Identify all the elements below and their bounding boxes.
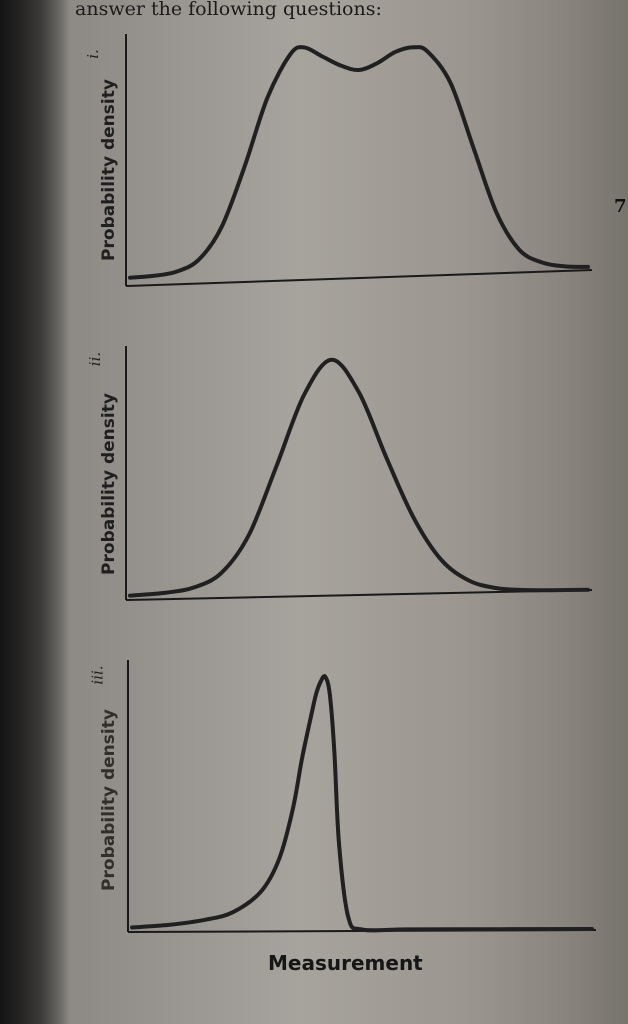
question-header-text: answer the following questions:: [75, 0, 382, 20]
x-axis-ii: [125, 589, 593, 601]
x-axis-label: Measurement: [268, 951, 423, 975]
density-curve-iii: [130, 674, 594, 933]
chart-plot-ii: [125, 346, 593, 601]
chart-plot-iii: [127, 660, 597, 933]
margin-question-number: 7: [614, 196, 627, 217]
density-curve-ii: [128, 357, 590, 598]
book-binding-shadow: [0, 0, 70, 1024]
chart-panel-ii: ii. Probability density: [60, 320, 620, 640]
chart-panel-i: i. Probability density: [60, 0, 620, 320]
chart-panel-iii: iii. Probability density: [60, 640, 620, 960]
chart-plot-i: [125, 34, 593, 287]
x-axis-i: [125, 269, 593, 287]
density-curve-i: [128, 45, 590, 280]
